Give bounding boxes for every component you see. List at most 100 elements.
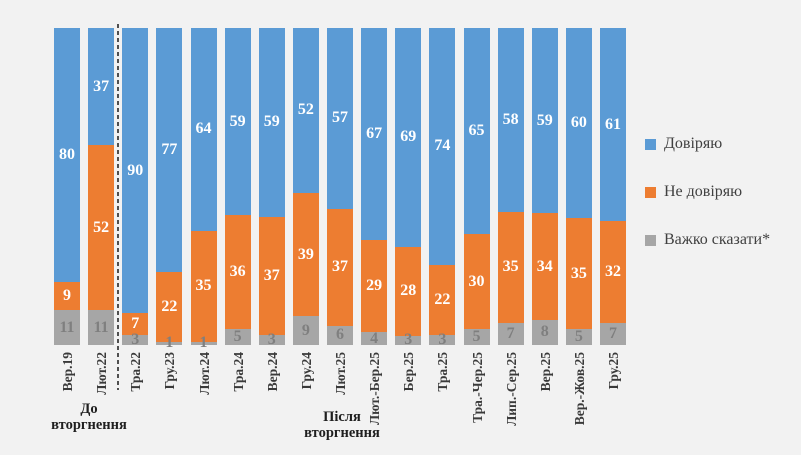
x-axis-label: Тра.22 — [128, 352, 144, 392]
bar-segment: 58 — [497, 28, 524, 212]
bar-segment: 28 — [395, 246, 422, 336]
bar-value-label: 65 — [468, 122, 485, 140]
bar-segment: 7 — [122, 313, 149, 336]
bar-segment: 64 — [190, 28, 217, 231]
x-axis-label: Лют.24 — [196, 352, 212, 395]
bar-value-label: 34 — [536, 257, 553, 275]
x-axis-label: Гру.23 — [162, 352, 178, 390]
bar-value-label: 37 — [263, 267, 280, 285]
bar-segment: 61 — [600, 28, 626, 222]
stacked-bar: 74 22 3 — [429, 28, 456, 348]
bar-segment: 5 — [463, 328, 490, 346]
bar-segment: 35 — [565, 218, 592, 330]
bar-value-label: 11 — [59, 318, 75, 336]
bar-segment: 3 — [395, 332, 422, 348]
bar-value-label: 52 — [93, 218, 110, 236]
bar-segment: 59 — [258, 28, 285, 217]
x-axis-label: Бер.25 — [401, 352, 417, 392]
bar-value-label: 9 — [301, 321, 310, 339]
bar-value-label: 37 — [93, 77, 110, 95]
bar-value-label: 80 — [59, 145, 75, 163]
stacked-bar: 60 35 5 — [565, 28, 592, 345]
x-axis-label: Лип.-Сер.25 — [503, 352, 519, 426]
stacked-bar: 52 39 9 — [292, 28, 319, 345]
bar-value-label: 9 — [63, 286, 71, 304]
bar-value-label: 7 — [506, 324, 515, 342]
x-axis-label: Тра.24 — [230, 352, 246, 392]
legend-label: Довіряю — [664, 135, 723, 152]
bar-segment: 3 — [258, 332, 285, 348]
bar-value-label: 22 — [434, 291, 451, 309]
stacked-bar: 67 29 4 — [361, 28, 388, 346]
bar-segment: 7 — [497, 322, 524, 345]
legend-label: Важко сказати* — [664, 231, 771, 248]
plot-area: 80 9 11 37 52 11 90 7 3 77 22 1 64 35 1 59 36 5 59 37 3 52 39 9… — [54, 28, 626, 351]
bar-segment: 59 — [531, 28, 558, 214]
bar-value-label: 30 — [468, 272, 485, 290]
bar-value-label: 64 — [195, 120, 212, 138]
x-axis-label: Гру.25 — [606, 352, 621, 390]
bar-segment: 9 — [54, 281, 80, 311]
bar-value-label: 35 — [502, 258, 519, 276]
legend-item: Не довіряю — [645, 184, 770, 200]
bar-segment: 34 — [531, 213, 558, 320]
bar-segment: 80 — [54, 28, 80, 282]
bar-segment: 32 — [600, 221, 626, 323]
bar-segment: 52 — [292, 28, 319, 193]
bar-value-label: 5 — [472, 328, 481, 346]
bar-segment: 65 — [463, 28, 490, 235]
stacked-bar: 59 37 3 — [258, 28, 285, 348]
after-invasion-label: Після вторгнення — [304, 409, 380, 441]
bar-value-label: 61 — [605, 115, 621, 133]
bar-value-label: 77 — [161, 141, 178, 159]
bar-value-label: 7 — [131, 315, 140, 333]
bar-value-label: 37 — [332, 258, 348, 276]
bar-segment: 69 — [395, 28, 422, 247]
bar-segment: 11 — [54, 310, 80, 345]
legend-swatch-icon — [645, 186, 656, 198]
bar-segment: 1 — [156, 335, 183, 351]
bar-segment: 90 — [122, 28, 149, 314]
bar-value-label: 58 — [502, 110, 519, 128]
bar-value-label: 39 — [297, 245, 314, 263]
bar-segment: 37 — [88, 28, 115, 146]
x-axis-label: Тра.25 — [435, 352, 451, 392]
bar-value-label: 5 — [233, 328, 242, 346]
bar-value-label: 1 — [165, 334, 174, 352]
stacked-bar: 77 22 1 — [156, 28, 183, 351]
bar-value-label: 1 — [199, 334, 208, 352]
bar-value-label: 59 — [229, 112, 246, 130]
stacked-bar: 80 9 11 — [54, 28, 80, 345]
invasion-divider-line — [117, 24, 119, 390]
bar-segment: 30 — [463, 234, 490, 330]
legend-swatch-icon — [645, 138, 656, 150]
bar-segment: 22 — [429, 264, 456, 336]
bar-segment: 60 — [565, 28, 592, 219]
x-axis-label: Вер.19 — [60, 352, 75, 392]
legend: Довіряю Не довіряю Важко сказати* — [645, 136, 770, 248]
bar-value-label: 11 — [93, 318, 109, 336]
bar-segment: 77 — [156, 28, 183, 273]
bar-segment: 52 — [88, 145, 115, 311]
bar-segment: 29 — [361, 240, 388, 333]
stacked-bar: 57 37 6 — [327, 28, 353, 345]
bar-segment: 5 — [224, 328, 251, 346]
bar-segment: 59 — [224, 28, 251, 216]
bar-value-label: 52 — [297, 101, 314, 119]
bar-value-label: 35 — [570, 264, 587, 282]
bar-segment: 74 — [429, 28, 456, 265]
legend-swatch-icon — [645, 234, 656, 246]
bar-segment: 4 — [361, 330, 388, 346]
bar-segment: 11 — [88, 310, 115, 346]
bar-value-label: 7 — [609, 324, 617, 342]
bar-value-label: 60 — [570, 114, 587, 132]
bar-value-label: 6 — [336, 326, 344, 344]
bar-value-label: 59 — [263, 113, 280, 131]
bar-segment: 9 — [292, 316, 319, 345]
stacked-bar: 90 7 3 — [122, 28, 149, 348]
bar-value-label: 28 — [400, 282, 417, 300]
x-axis-label: Гру.24 — [298, 352, 314, 390]
x-axis-label: Лют.22 — [94, 352, 110, 395]
bar-value-label: 35 — [195, 277, 212, 295]
